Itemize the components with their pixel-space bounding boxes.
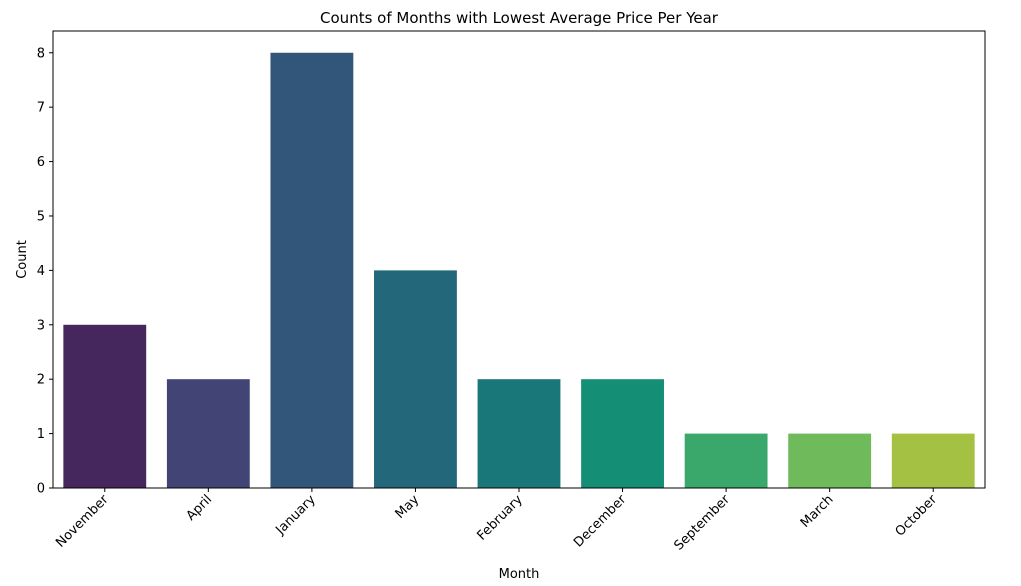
bar-april <box>166 379 250 488</box>
x-tick-label: May <box>393 492 423 522</box>
bar-may <box>374 270 457 488</box>
x-tick-label: February <box>474 492 526 544</box>
bar-october <box>891 433 975 488</box>
x-axis-label: Month <box>499 567 540 582</box>
chart-title: Counts of Months with Lowest Average Pri… <box>320 9 719 27</box>
bar-november <box>63 324 147 488</box>
bar-september <box>684 433 768 488</box>
y-tick-label: 1 <box>37 427 45 442</box>
y-tick-label: 3 <box>37 318 45 333</box>
y-tick-label: 2 <box>37 373 45 388</box>
y-tick-label: 4 <box>37 264 45 279</box>
x-tick-label: October <box>893 492 941 540</box>
y-tick-label: 8 <box>37 46 45 61</box>
y-tick-label: 5 <box>37 209 45 224</box>
x-tick-label: January <box>273 492 319 538</box>
y-tick-label: 6 <box>37 155 45 170</box>
x-axis: November April January May February December S… <box>53 488 941 554</box>
y-tick-label: 0 <box>37 482 45 497</box>
x-tick-label: November <box>53 492 112 551</box>
bar-december <box>581 379 664 488</box>
bar-march <box>788 433 872 488</box>
y-axis-label: Count <box>15 240 30 279</box>
bar-february <box>477 379 561 488</box>
y-axis: 0 1 2 3 4 5 6 7 8 <box>37 46 53 497</box>
x-tick-label: March <box>798 492 837 531</box>
x-tick-label: April <box>184 492 216 524</box>
x-tick-label: December <box>571 492 630 551</box>
bar-january <box>270 52 354 489</box>
x-tick-label: September <box>672 492 734 554</box>
y-tick-label: 7 <box>37 101 45 116</box>
bars-layer <box>63 52 975 489</box>
